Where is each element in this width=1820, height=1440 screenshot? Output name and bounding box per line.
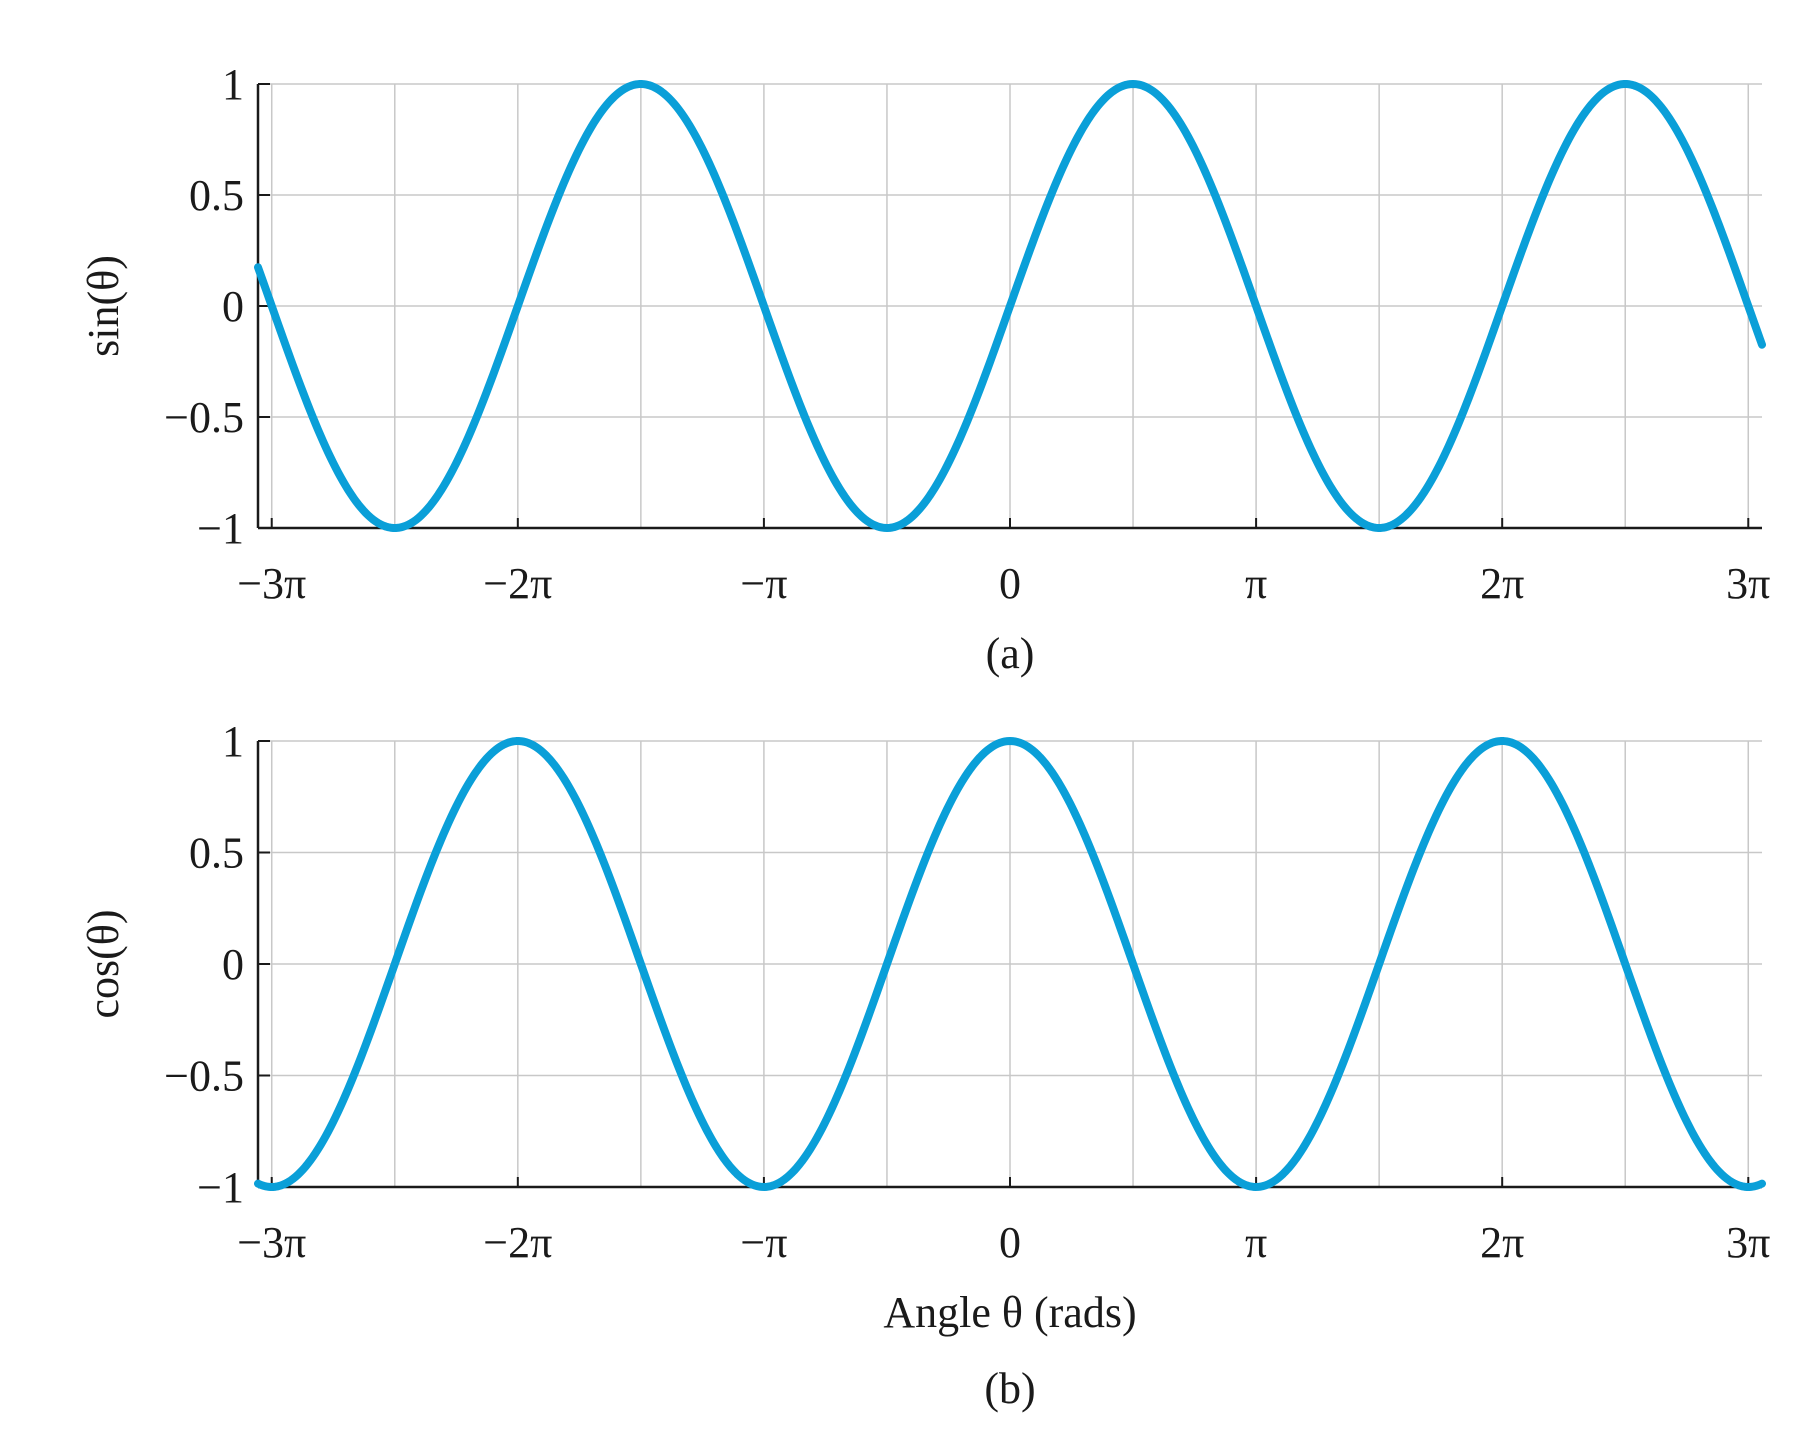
- x-tick-label: 3π: [1726, 1218, 1770, 1267]
- x-tick-label: 2π: [1480, 559, 1524, 608]
- y-tick-label: −1: [197, 504, 244, 553]
- panel-caption: (a): [986, 629, 1035, 678]
- x-tick-label: −π: [740, 1218, 787, 1267]
- x-tick-label: 0: [999, 1218, 1021, 1267]
- y-tick-label: 0.5: [189, 171, 244, 220]
- grid: [258, 740, 1762, 1188]
- x-tick-label: 0: [999, 559, 1021, 608]
- y-tick-label: −0.5: [164, 1052, 244, 1101]
- x-tick-label: −3π: [237, 559, 306, 608]
- chart-sin: −3π −2π −π 0 π 2π 3π 1 0.5 0 −0.5 −1 sin(θ) (a): [79, 60, 1770, 678]
- y-tick-label: 0: [222, 940, 244, 989]
- series-line-cos: [254, 737, 1766, 1191]
- x-axis-label: Angle θ (rads): [883, 1288, 1136, 1337]
- y-tick-label: −0.5: [164, 393, 244, 442]
- x-tick-label: 2π: [1480, 1218, 1524, 1267]
- y-tick-label: 1: [222, 717, 244, 766]
- chart-cos: −3π −2π −π 0 π 2π 3π 1 0.5 0 −0.5 −1 cos(θ) Angle θ (…: [79, 717, 1770, 1413]
- x-tick-label: −π: [740, 559, 787, 608]
- y-tick-label: −1: [197, 1163, 244, 1212]
- y-axis-label: sin(θ): [79, 255, 128, 357]
- series-line-sin: [254, 80, 1766, 532]
- x-tick-label: π: [1245, 1218, 1267, 1267]
- y-tick-label: 1: [222, 60, 244, 109]
- panel-caption: (b): [984, 1364, 1035, 1413]
- y-axis-label: cos(θ): [79, 909, 128, 1018]
- x-tick-label: −3π: [237, 1218, 306, 1267]
- x-tick-label: π: [1245, 559, 1267, 608]
- x-tick-label: −2π: [483, 559, 552, 608]
- y-tick-label: 0: [222, 282, 244, 331]
- y-tick-label: 0.5: [189, 829, 244, 878]
- x-tick-label: 3π: [1726, 559, 1770, 608]
- x-tick-label: −2π: [483, 1218, 552, 1267]
